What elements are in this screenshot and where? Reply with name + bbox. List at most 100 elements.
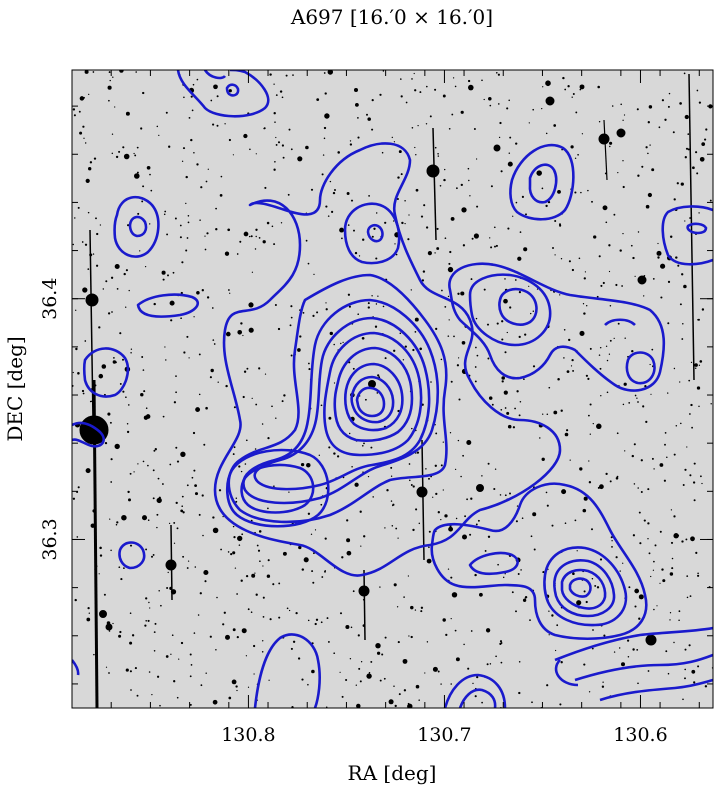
star [397, 537, 399, 539]
contour-se-core [568, 577, 592, 598]
star [689, 595, 692, 598]
star [291, 705, 294, 708]
star [194, 566, 197, 568]
star [490, 246, 493, 249]
star [301, 568, 305, 571]
star [238, 465, 241, 468]
axis-ticks [72, 70, 713, 708]
star [146, 165, 151, 170]
star [98, 573, 100, 575]
star [561, 489, 567, 495]
star [359, 680, 362, 683]
star [667, 322, 670, 325]
star [689, 413, 691, 415]
star [141, 200, 144, 203]
star [182, 511, 185, 514]
star [680, 422, 682, 425]
star [559, 294, 561, 296]
star [107, 312, 111, 315]
star [574, 157, 577, 159]
star [495, 244, 498, 247]
star [140, 127, 143, 130]
star [466, 498, 469, 501]
star [694, 363, 698, 367]
star [350, 626, 353, 629]
star [377, 374, 380, 377]
star [235, 497, 238, 500]
star [110, 481, 113, 483]
star [181, 495, 184, 498]
star [491, 403, 494, 406]
star [355, 684, 357, 686]
star [649, 363, 651, 366]
contour-east-3 [498, 287, 538, 326]
star [632, 648, 635, 651]
star [376, 392, 379, 394]
star [528, 285, 530, 287]
star [698, 364, 701, 366]
star [645, 146, 648, 149]
star [675, 256, 678, 259]
star [334, 189, 336, 191]
star [173, 680, 176, 683]
star [684, 114, 689, 120]
star [216, 95, 219, 98]
star [546, 504, 549, 507]
star [627, 655, 630, 658]
star [212, 699, 218, 705]
star [275, 143, 278, 146]
star [84, 70, 89, 74]
star [392, 503, 395, 506]
star [683, 284, 687, 289]
star [688, 379, 691, 382]
star [129, 544, 133, 547]
star [508, 152, 511, 154]
star [468, 179, 470, 182]
star [686, 596, 689, 599]
star [179, 224, 182, 227]
star [190, 138, 193, 142]
star [603, 634, 606, 637]
star [116, 521, 119, 524]
star [174, 217, 177, 220]
star [188, 116, 191, 119]
star [475, 523, 478, 526]
star [149, 607, 151, 609]
star [486, 663, 489, 666]
star [209, 376, 212, 379]
star [688, 644, 691, 647]
star [598, 120, 601, 123]
star [77, 372, 80, 375]
star [182, 147, 186, 150]
star [314, 529, 317, 531]
star [82, 287, 88, 293]
star [634, 588, 640, 594]
star [367, 306, 370, 309]
star [441, 289, 443, 292]
star [515, 201, 518, 204]
star [143, 415, 149, 420]
star [224, 251, 230, 256]
star [183, 351, 186, 354]
star [85, 178, 90, 184]
star [397, 641, 400, 644]
star [632, 534, 636, 537]
star [149, 223, 151, 225]
star [77, 206, 80, 209]
star [136, 694, 139, 697]
star [393, 583, 397, 587]
star [553, 124, 557, 127]
star [77, 486, 80, 489]
star [215, 648, 217, 651]
star [699, 156, 705, 162]
star [163, 213, 166, 216]
star [193, 316, 195, 318]
star [447, 266, 454, 273]
star [249, 148, 251, 151]
star [198, 393, 201, 396]
star [454, 468, 457, 471]
star [574, 519, 577, 522]
star [669, 235, 673, 239]
star [580, 191, 582, 194]
star [643, 519, 646, 522]
